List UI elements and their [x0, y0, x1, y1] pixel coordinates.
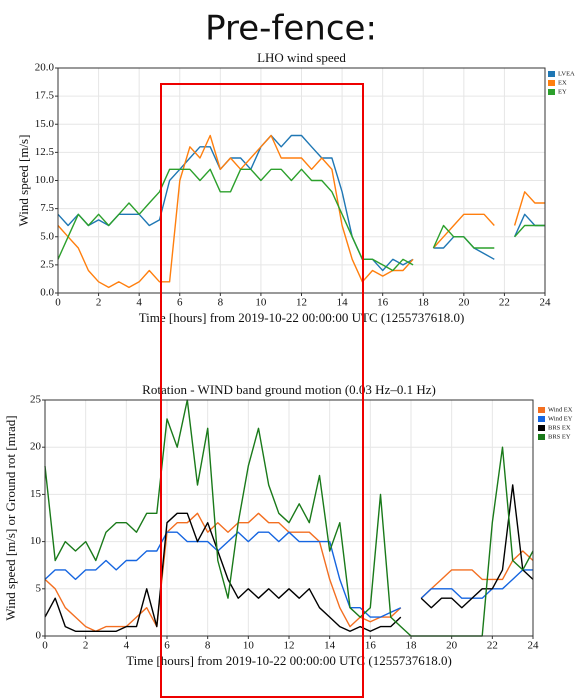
legend-label: BRS EY	[548, 433, 571, 440]
x-tick-label: 8	[218, 297, 224, 309]
x-axis-label: Time [hours] from 2019-10-22 00:00:00 UT…	[139, 310, 465, 325]
y-tick-label: 15.0	[35, 118, 55, 130]
x-tick-label: 0	[42, 640, 48, 652]
y-tick-label: 2.5	[40, 258, 54, 270]
legend-swatch	[538, 434, 545, 440]
x-tick-label: 14	[324, 640, 336, 652]
x-tick-label: 18	[406, 640, 418, 652]
x-tick-label: 10	[243, 640, 255, 652]
chart-title: LHO wind speed	[257, 50, 346, 65]
x-axis-label: Time [hours] from 2019-10-22 00:00:00 UT…	[126, 653, 452, 668]
y-tick-label: 0	[36, 630, 42, 642]
y-tick-label: 0.0	[40, 287, 54, 299]
y-tick-label: 5.0	[40, 230, 54, 242]
legend-swatch	[538, 416, 545, 422]
legend-swatch	[548, 71, 555, 77]
legend-label: EX	[558, 79, 567, 86]
page-title: Pre-fence:	[205, 9, 377, 49]
x-tick-label: 24	[528, 640, 540, 652]
plot-frame	[57, 67, 546, 294]
y-tick-label: 17.5	[35, 90, 55, 102]
y-axis-label: Wind speed [m/s] or Ground rot [mrad]	[3, 415, 18, 620]
x-tick-label: 10	[255, 297, 267, 309]
legend-label: Wind EX	[548, 406, 573, 413]
x-tick-label: 14	[337, 297, 349, 309]
x-tick-label: 16	[365, 640, 377, 652]
y-tick-label: 20	[30, 441, 42, 453]
y-axis-label: Wind speed [m/s]	[16, 135, 31, 227]
chart-title: Rotation - WIND band ground motion (0.03…	[142, 382, 436, 397]
x-tick-label: 2	[83, 640, 89, 652]
x-tick-label: 6	[164, 640, 170, 652]
y-tick-label: 20.0	[35, 62, 55, 74]
y-tick-label: 25	[30, 394, 42, 406]
y-tick-label: 7.5	[40, 202, 54, 214]
x-tick-label: 4	[136, 297, 142, 309]
data-line	[57, 168, 545, 272]
x-tick-label: 12	[296, 297, 307, 309]
y-tick-label: 10.0	[35, 174, 55, 186]
y-tick-label: 12.5	[35, 146, 55, 158]
legend-swatch	[548, 89, 555, 95]
legend-label: Wind EY	[548, 415, 573, 422]
x-tick-label: 6	[177, 297, 183, 309]
legend-swatch	[538, 407, 545, 413]
x-tick-label: 2	[96, 297, 102, 309]
x-tick-label: 8	[205, 640, 211, 652]
x-tick-label: 24	[540, 297, 552, 309]
y-tick-label: 5	[36, 582, 42, 594]
x-tick-label: 18	[418, 297, 430, 309]
plot-frame	[44, 399, 534, 637]
x-tick-label: 12	[284, 640, 295, 652]
data-line	[44, 512, 534, 632]
legend-label: EY	[558, 88, 567, 95]
legend-swatch	[548, 80, 555, 86]
x-tick-label: 22	[499, 297, 510, 309]
highlight-box	[160, 83, 364, 698]
legend-label: BRS EX	[548, 424, 571, 431]
x-tick-label: 22	[487, 640, 498, 652]
x-tick-label: 16	[377, 297, 389, 309]
x-tick-label: 0	[55, 297, 61, 309]
x-tick-label: 20	[446, 640, 458, 652]
data-line	[44, 531, 533, 618]
legend-swatch	[538, 425, 545, 431]
y-tick-label: 10	[30, 535, 42, 547]
x-tick-label: 20	[458, 297, 470, 309]
y-tick-label: 15	[30, 488, 42, 500]
data-line	[57, 134, 545, 289]
data-line	[44, 484, 534, 632]
legend-label: LVEA	[558, 70, 575, 77]
x-tick-label: 4	[124, 640, 130, 652]
